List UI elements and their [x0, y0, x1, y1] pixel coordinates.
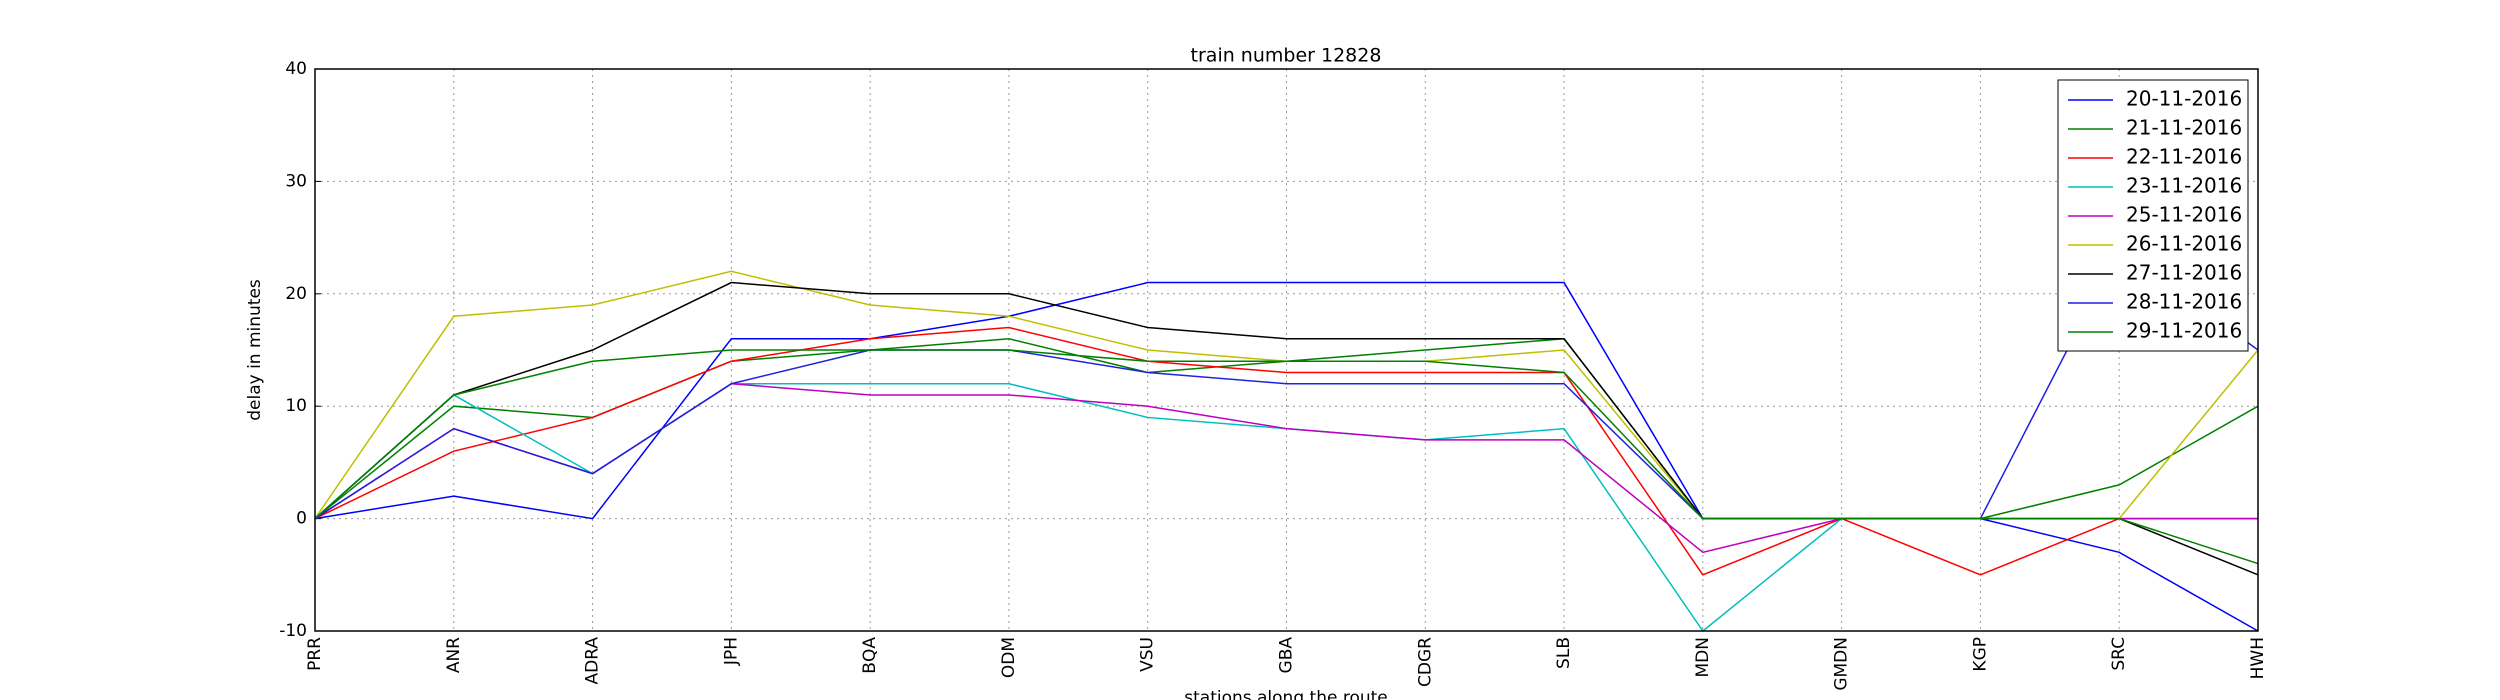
legend-label: 21-11-2016	[2126, 116, 2242, 140]
y-tick-label: -10	[279, 621, 307, 641]
x-tick-label: BQA	[860, 637, 880, 674]
legend-label: 28-11-2016	[2126, 290, 2242, 314]
x-tick-label: HWH	[2248, 637, 2268, 679]
x-tick-label: MDN	[1693, 637, 1713, 677]
legend-label: 25-11-2016	[2126, 203, 2242, 227]
x-tick-label: VSU	[1138, 637, 1158, 672]
data-line	[314, 349, 2259, 565]
x-tick-label: GBA	[1277, 637, 1297, 674]
data-line	[314, 382, 2258, 554]
data-line	[314, 326, 2258, 576]
legend-label: 29-11-2016	[2126, 319, 2242, 343]
x-tick-label: ANR	[444, 637, 464, 673]
x-tick-label: PRR	[305, 637, 325, 671]
x-tick-label: CDGR	[1415, 637, 1435, 687]
x-axis-label: stations along the route	[1184, 688, 1388, 700]
y-tick-label: 30	[285, 171, 307, 191]
y-tick-label: 10	[285, 396, 307, 416]
legend-label: 22-11-2016	[2126, 145, 2242, 169]
y-tick-label: 0	[296, 509, 307, 529]
x-tick-label: SLB	[1554, 637, 1574, 669]
x-tick-label: GMDN	[1832, 637, 1852, 691]
y-axis-label: delay in minutes	[245, 279, 265, 421]
legend-label: 20-11-2016	[2126, 87, 2242, 111]
x-tick-label: ODM	[999, 637, 1019, 678]
legend-label: 26-11-2016	[2126, 232, 2242, 256]
legend-label: 23-11-2016	[2126, 174, 2242, 198]
plot-frame	[314, 68, 2259, 632]
y-tick-label: 40	[285, 59, 307, 79]
chart-title: train number 12828	[1191, 45, 1382, 67]
y-tick-label: 20	[285, 284, 307, 304]
x-tick-label: KGP	[1970, 637, 1990, 672]
x-tick-label: JPH	[721, 637, 741, 666]
legend-label: 27-11-2016	[2126, 261, 2242, 285]
x-tick-label: ADRA	[583, 637, 603, 685]
x-tick-label: SRC	[2109, 637, 2129, 671]
